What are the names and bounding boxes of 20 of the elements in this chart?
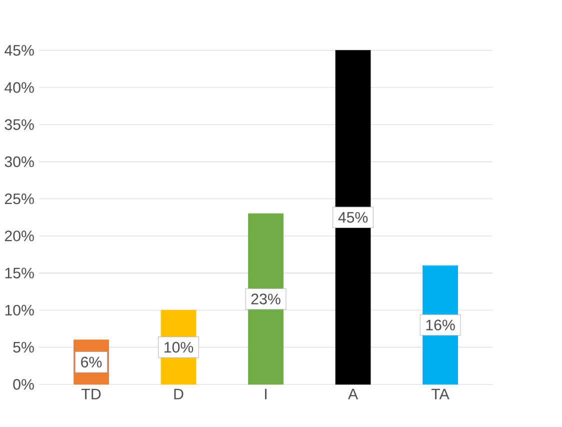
data-label: 23% — [251, 294, 280, 304]
y-tick-label: 45% — [4, 44, 34, 56]
x-tick-label: TA — [432, 388, 450, 400]
x-tick-label: D — [174, 388, 184, 400]
data-label: 6% — [81, 356, 102, 368]
x-tick-label: TD — [82, 388, 101, 400]
x-tick-label: A — [348, 388, 358, 400]
data-label: 45% — [338, 212, 368, 223]
y-tick-label: 35% — [4, 119, 34, 130]
data-label: 10% — [164, 342, 194, 353]
y-tick-label: 25% — [4, 193, 34, 204]
y-tick-label: 0% — [13, 378, 34, 390]
y-tick-label: 5% — [13, 342, 34, 352]
y-tick-label: 15% — [5, 268, 34, 278]
y-tick-label: 30% — [4, 156, 34, 167]
x-tick-label: I — [265, 388, 266, 400]
y-tick-label: 10% — [5, 304, 34, 316]
y-tick-label: 40% — [4, 82, 34, 93]
y-tick-label: 20% — [4, 230, 34, 242]
data-label: 16% — [426, 320, 455, 330]
